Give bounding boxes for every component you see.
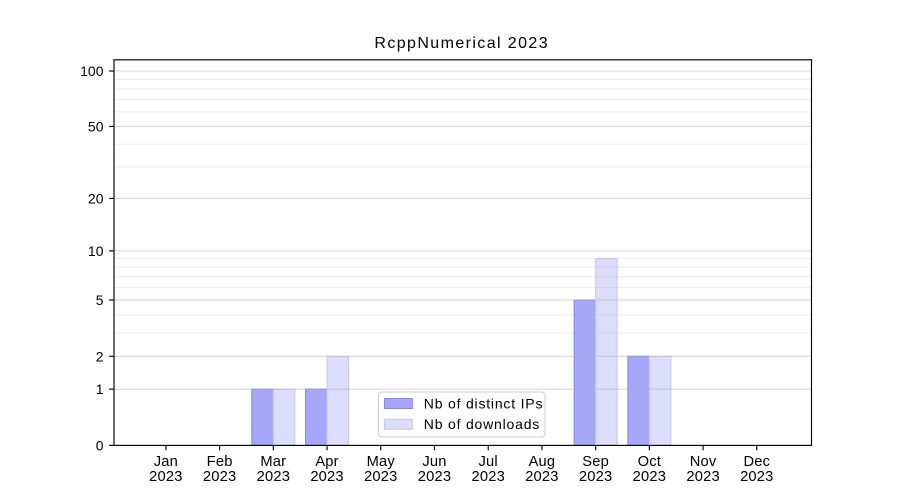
svg-text:2023: 2023 — [203, 469, 236, 485]
svg-text:2023: 2023 — [418, 469, 451, 485]
svg-text:2023: 2023 — [740, 469, 773, 485]
svg-text:20: 20 — [88, 190, 104, 206]
svg-text:2: 2 — [96, 348, 104, 364]
svg-text:2023: 2023 — [310, 469, 343, 485]
svg-text:RcppNumerical 2023: RcppNumerical 2023 — [374, 35, 549, 52]
svg-text:2023: 2023 — [364, 469, 397, 485]
svg-text:Jan: Jan — [154, 454, 178, 470]
svg-text:Jun: Jun — [422, 454, 446, 470]
svg-text:Nb of distinct IPs: Nb of distinct IPs — [424, 395, 543, 411]
svg-text:2023: 2023 — [525, 469, 558, 485]
svg-text:2023: 2023 — [686, 469, 719, 485]
svg-text:2023: 2023 — [471, 469, 504, 485]
svg-text:5: 5 — [96, 292, 104, 308]
svg-text:Apr: Apr — [315, 454, 338, 470]
svg-text:Mar: Mar — [260, 454, 286, 470]
svg-text:Sep: Sep — [582, 454, 609, 470]
svg-text:Nb of downloads: Nb of downloads — [424, 416, 540, 432]
svg-text:2023: 2023 — [579, 469, 612, 485]
svg-text:100: 100 — [80, 63, 104, 79]
svg-text:2023: 2023 — [633, 469, 666, 485]
svg-text:May: May — [367, 454, 396, 470]
svg-text:Feb: Feb — [207, 454, 233, 470]
svg-text:Jul: Jul — [479, 454, 498, 470]
svg-text:2023: 2023 — [257, 469, 290, 485]
svg-text:Nov: Nov — [690, 454, 717, 470]
svg-text:Aug: Aug — [529, 454, 556, 470]
svg-text:Oct: Oct — [638, 454, 661, 470]
svg-text:Dec: Dec — [743, 454, 770, 470]
svg-text:1: 1 — [96, 381, 104, 397]
svg-text:0: 0 — [96, 437, 104, 453]
svg-text:2023: 2023 — [149, 469, 182, 485]
svg-text:50: 50 — [88, 118, 104, 134]
svg-text:10: 10 — [88, 243, 104, 259]
